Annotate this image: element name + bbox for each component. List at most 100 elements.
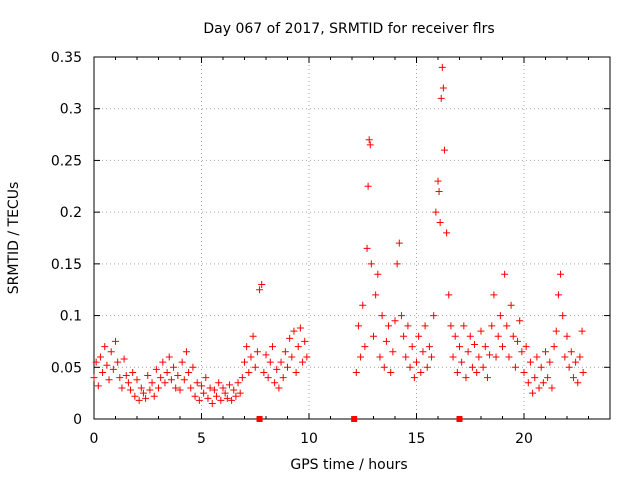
data-point xyxy=(385,322,393,330)
chart-title: Day 067 of 2017, SRMTID for receiver flr… xyxy=(203,21,494,37)
data-point xyxy=(501,270,509,278)
data-point xyxy=(200,389,208,397)
data-point xyxy=(537,363,545,371)
data-point xyxy=(230,386,238,394)
data-point xyxy=(432,208,440,216)
data-point xyxy=(99,368,107,376)
data-point xyxy=(378,312,386,320)
data-point xyxy=(423,363,431,371)
data-point xyxy=(505,353,513,361)
data-point xyxy=(389,348,397,356)
data-point xyxy=(471,341,479,349)
data-point xyxy=(157,374,165,382)
data-point xyxy=(161,379,169,387)
data-point xyxy=(152,365,160,373)
data-point xyxy=(376,353,384,361)
data-point xyxy=(120,355,128,363)
data-point xyxy=(238,374,246,382)
data-point xyxy=(370,332,377,340)
data-point xyxy=(503,322,511,330)
data-point xyxy=(402,353,410,361)
data-point xyxy=(419,348,427,356)
data-point xyxy=(430,312,438,320)
data-point xyxy=(303,353,311,361)
data-point xyxy=(516,317,524,325)
data-point xyxy=(116,374,124,382)
data-point xyxy=(247,353,255,361)
data-point xyxy=(561,353,569,361)
data-point xyxy=(301,337,309,345)
data-point xyxy=(552,327,560,335)
data-point xyxy=(206,384,214,392)
grid-lines xyxy=(94,57,610,419)
data-point xyxy=(415,332,423,340)
data-point xyxy=(107,348,115,356)
data-point xyxy=(372,291,380,299)
data-point xyxy=(518,348,526,356)
data-point xyxy=(404,322,412,330)
data-point xyxy=(391,317,399,325)
data-point xyxy=(187,384,195,392)
data-point xyxy=(393,260,401,268)
data-point xyxy=(533,353,541,361)
data-point xyxy=(182,348,190,356)
data-point xyxy=(410,374,418,382)
data-point xyxy=(146,386,154,394)
data-point xyxy=(438,63,446,71)
data-point xyxy=(271,379,279,387)
data-point xyxy=(258,281,266,289)
data-point xyxy=(256,286,264,294)
data-point xyxy=(520,368,528,376)
data-point xyxy=(567,348,575,356)
x-tick-label: 0 xyxy=(90,431,99,447)
data-point xyxy=(569,374,577,382)
data-point xyxy=(245,368,253,376)
data-point xyxy=(550,343,558,351)
data-point xyxy=(210,386,218,394)
data-point xyxy=(524,379,532,387)
axis-marker xyxy=(351,416,358,422)
data-point xyxy=(109,365,117,373)
y-axis-label: SRMTID / TECUs xyxy=(6,182,22,295)
data-point xyxy=(488,322,496,330)
data-point xyxy=(395,239,403,247)
data-point xyxy=(286,334,294,342)
data-point xyxy=(509,332,517,340)
data-point xyxy=(219,384,227,392)
data-point xyxy=(421,322,429,330)
data-point xyxy=(464,348,472,356)
data-point xyxy=(439,84,447,92)
data-point xyxy=(163,368,171,376)
data-point xyxy=(198,382,205,390)
data-point xyxy=(542,348,549,356)
data-point xyxy=(253,348,261,356)
data-point xyxy=(221,389,229,397)
data-point xyxy=(477,327,485,335)
data-point xyxy=(359,301,367,309)
axis-marker xyxy=(456,416,463,422)
data-point xyxy=(579,368,587,376)
data-point xyxy=(241,358,248,366)
data-point xyxy=(178,358,186,366)
data-point xyxy=(124,379,132,387)
data-point xyxy=(408,343,416,351)
data-point xyxy=(262,351,270,359)
data-point xyxy=(406,363,414,371)
data-point xyxy=(366,141,374,149)
data-point xyxy=(236,389,244,397)
data-point xyxy=(445,291,453,299)
x-tick-label: 5 xyxy=(197,431,206,447)
data-point xyxy=(437,94,445,102)
data-point xyxy=(400,332,408,340)
data-point xyxy=(142,394,150,402)
data-point xyxy=(460,322,468,330)
data-point xyxy=(122,372,130,380)
data-point xyxy=(279,374,287,382)
data-point xyxy=(387,368,395,376)
data-point xyxy=(228,396,236,404)
data-point xyxy=(548,384,556,392)
axis-ticks: 0 5 10 15 20 0 0.05 0.1 0.15 0.2 0.25 0.3 0.35 xyxy=(51,50,610,447)
data-point xyxy=(539,379,547,387)
data-point xyxy=(232,392,240,400)
data-point xyxy=(565,363,573,371)
